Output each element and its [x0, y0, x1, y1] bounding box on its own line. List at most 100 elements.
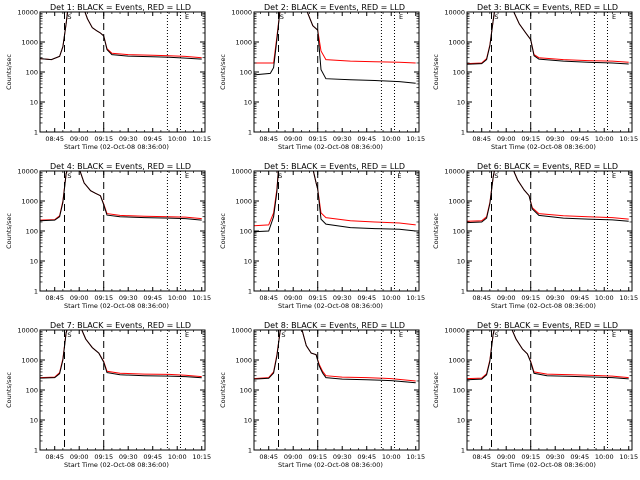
y-tick-label: 1 [248, 129, 252, 137]
y-tick-label: 100 [240, 387, 252, 395]
y-axis-label: Counts/sec [219, 213, 227, 249]
panel-title: Det 9: BLACK = Events, RED = LLD [477, 321, 618, 330]
x-tick-label: 10:00 [168, 294, 187, 302]
marker-label: E [612, 172, 616, 180]
y-tick-label: 1000 [21, 39, 38, 47]
y-tick-label: 1000 [21, 198, 38, 206]
x-tick-label: 10:15 [406, 294, 425, 302]
y-tick-label: 1 [461, 447, 465, 455]
x-tick-label: 10:15 [619, 294, 638, 302]
x-tick-label: 08:45 [472, 294, 491, 302]
x-axis-label: Start Time (02-Oct-08 08:36:00) [64, 461, 169, 469]
y-tick-label: 10 [30, 99, 38, 107]
y-tick-label: 1 [34, 129, 38, 137]
x-tick-label: 09:15 [308, 294, 327, 302]
x-tick-label: 09:15 [308, 453, 327, 461]
series-line-black [254, 171, 416, 233]
x-tick-label: 09:45 [143, 135, 162, 143]
x-tick-label: 09:00 [284, 294, 303, 302]
y-tick-label: 10 [244, 99, 252, 107]
y-tick-label: 1 [248, 447, 252, 455]
marker-label: S [280, 13, 284, 21]
y-tick-label: 10000 [231, 168, 252, 176]
x-tick-label: 09:00 [497, 453, 516, 461]
y-tick-label: 1 [461, 288, 465, 296]
marker-label: E [185, 172, 189, 180]
x-tick-label: 09:15 [521, 294, 540, 302]
marker-label: S [67, 331, 71, 339]
x-tick-label: 08:45 [472, 453, 491, 461]
x-tick-label: 09:30 [119, 294, 138, 302]
x-tick-label: 09:30 [333, 294, 352, 302]
y-tick-label: 1 [34, 288, 38, 296]
x-tick-label: 09:00 [284, 135, 303, 143]
x-tick-label: 09:00 [70, 135, 89, 143]
x-tick-label: 10:15 [192, 294, 211, 302]
x-tick-label: 09:45 [143, 294, 162, 302]
y-tick-label: 10000 [444, 168, 465, 176]
marker-label: S [494, 172, 498, 180]
x-axis-label: Start Time (02-Oct-08 08:36:00) [278, 302, 383, 310]
x-tick-label: 09:15 [94, 135, 113, 143]
x-tick-label: 09:15 [521, 453, 540, 461]
panel-title: Det 1: BLACK = Events, RED = LLD [50, 3, 191, 12]
series-line-black [467, 12, 629, 65]
panel-title: Det 8: BLACK = Events, RED = LLD [264, 321, 405, 330]
y-tick-label: 10000 [444, 9, 465, 17]
series-line-black [254, 330, 416, 384]
y-axis-label: Counts/sec [432, 372, 440, 408]
x-tick-label: 09:00 [70, 294, 89, 302]
y-tick-label: 100 [240, 69, 252, 77]
x-tick-label: 09:30 [119, 453, 138, 461]
x-tick-label: 09:30 [333, 453, 352, 461]
x-axis-label: Start Time (02-Oct-08 08:36:00) [491, 302, 596, 310]
panel-title: Det 6: BLACK = Events, RED = LLD [477, 162, 618, 171]
x-tick-label: 10:15 [406, 135, 425, 143]
y-tick-label: 1000 [448, 39, 465, 47]
y-tick-label: 10000 [17, 168, 38, 176]
x-tick-label: 10:00 [382, 453, 401, 461]
x-tick-label: 08:45 [472, 135, 491, 143]
x-tick-label: 10:00 [168, 453, 187, 461]
y-tick-label: 100 [26, 387, 38, 395]
y-tick-label: 10 [244, 417, 252, 425]
marker-label: S [494, 13, 498, 21]
x-tick-label: 09:15 [94, 294, 113, 302]
marker-label: S [67, 13, 71, 21]
panel-title: Det 3: BLACK = Events, RED = LLD [477, 3, 618, 12]
marker-label: E [612, 13, 616, 21]
y-tick-label: 100 [240, 228, 252, 236]
y-tick-label: 10000 [17, 327, 38, 335]
y-tick-label: 1000 [21, 357, 38, 365]
y-tick-label: 100 [453, 387, 465, 395]
x-tick-label: 10:00 [382, 135, 401, 143]
y-axis-label: Counts/sec [219, 372, 227, 408]
y-axis-label: Counts/sec [5, 54, 13, 90]
marker-label: E [397, 172, 401, 180]
x-tick-label: 08:45 [259, 294, 278, 302]
marker-label: E [399, 331, 403, 339]
y-tick-label: 1 [248, 288, 252, 296]
y-tick-label: 1000 [448, 357, 465, 365]
series-line-black [40, 330, 202, 379]
panel-title: Det 4: BLACK = Events, RED = LLD [50, 162, 191, 171]
series-line-black [467, 171, 629, 224]
y-tick-label: 10 [457, 99, 465, 107]
x-tick-label: 08:45 [45, 294, 64, 302]
x-tick-label: 10:00 [595, 135, 614, 143]
y-tick-label: 1000 [235, 198, 252, 206]
x-tick-label: 09:15 [521, 135, 540, 143]
series-line-black [40, 171, 202, 222]
x-axis-label: Start Time (02-Oct-08 08:36:00) [491, 143, 596, 151]
x-tick-label: 10:00 [382, 294, 401, 302]
x-tick-label: 10:15 [192, 453, 211, 461]
x-tick-label: 09:45 [357, 135, 376, 143]
y-axis-label: Counts/sec [5, 372, 13, 408]
